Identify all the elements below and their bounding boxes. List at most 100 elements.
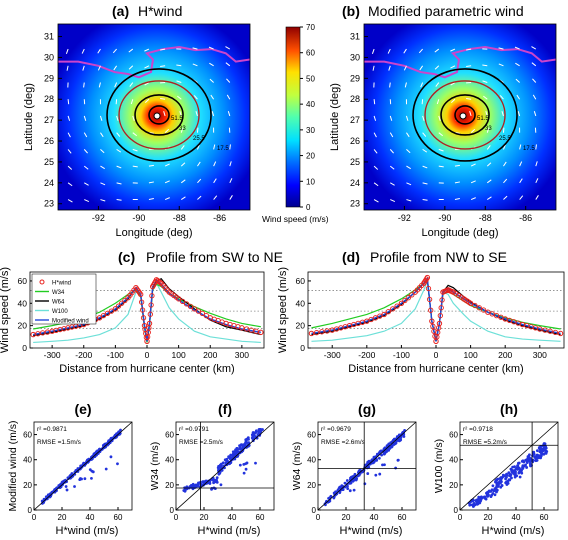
scatter-point <box>244 438 248 442</box>
scatter-point <box>381 463 384 467</box>
y-tick-label: 29 <box>350 73 360 83</box>
wind-vector <box>434 65 440 70</box>
hwind-point <box>390 306 396 312</box>
wind-vector <box>100 182 106 186</box>
scatter-point <box>399 438 403 442</box>
wind-vector <box>83 132 88 138</box>
wind-vector <box>100 165 105 170</box>
scatter-point <box>196 484 200 488</box>
hwind-point <box>30 331 36 338</box>
hwind-point <box>547 328 553 334</box>
wind-vector <box>389 149 394 154</box>
wind-vector <box>515 62 520 67</box>
wind-vector <box>83 165 89 170</box>
wind-vector <box>403 48 407 54</box>
scatter-point <box>477 495 481 499</box>
x-tick-label: -200 <box>75 350 92 360</box>
y-axis-label: W100 (m/s) <box>433 439 445 493</box>
scatter-point <box>516 461 520 465</box>
x-tick-label: 200 <box>498 350 512 360</box>
wind-vector <box>450 98 456 104</box>
hwind-point <box>61 326 67 332</box>
scatter-point <box>346 484 349 488</box>
scatter-point <box>259 428 263 431</box>
hwind-point <box>104 310 111 317</box>
y-tick-label: 23 <box>350 199 360 209</box>
wind-vector <box>388 65 391 71</box>
wind-vector <box>419 65 424 71</box>
y-tick-label: 20 <box>449 481 458 490</box>
scatter-points <box>467 442 549 508</box>
hwind-point <box>435 325 442 331</box>
wind-vector <box>438 148 444 152</box>
scatter-point <box>520 471 524 475</box>
hwind-point <box>398 300 405 306</box>
x-tick-label: 60 <box>256 513 265 522</box>
hwind-point <box>195 308 202 314</box>
y-tick-label: 40 <box>449 456 458 465</box>
hwind-point <box>498 314 504 320</box>
wind-vector <box>519 195 524 200</box>
scatter-point <box>543 447 547 451</box>
wind-vector <box>195 111 198 117</box>
contour-label: 17.5 <box>217 146 229 152</box>
x-tick-label: 0 <box>434 350 439 360</box>
colorbar-tick-label: 50 <box>306 74 315 83</box>
wind-vector <box>229 195 233 200</box>
map-frame <box>57 23 251 211</box>
scatter-point <box>524 463 527 467</box>
scatter-point <box>482 495 486 499</box>
hwind-point <box>405 295 411 301</box>
scatter-point <box>516 464 519 468</box>
scatter-point <box>242 443 246 446</box>
map-frame <box>363 23 557 211</box>
wind-vector <box>99 115 103 121</box>
colorbar-tick-label: 70 <box>306 23 315 32</box>
hwind-point <box>426 296 433 303</box>
wind-vector <box>112 48 117 54</box>
wind-vector <box>373 182 379 187</box>
scatter-point <box>529 464 533 467</box>
scatter-point <box>521 467 525 470</box>
legend-box <box>31 273 97 325</box>
wind-vector <box>97 65 101 71</box>
scatter-point <box>244 467 248 471</box>
x-axis-label: Longitude (deg) <box>421 227 498 239</box>
wind-vector <box>371 48 375 54</box>
wind-vector <box>209 62 214 67</box>
wind-vector <box>373 115 377 121</box>
wind-vector <box>373 149 378 154</box>
scatter-point <box>91 470 95 474</box>
wind-vector <box>406 165 411 170</box>
wind-vector <box>132 132 138 137</box>
scatter-point <box>232 451 236 455</box>
y-axis-label: Modified wind (m/s) <box>7 420 19 511</box>
y-tick-label: 0 <box>170 506 175 515</box>
identity-line <box>175 421 275 511</box>
scatter-point <box>109 436 113 440</box>
panel-label: (f) <box>218 401 232 417</box>
hwind-point <box>146 325 152 331</box>
contour-label: 33 <box>179 126 186 132</box>
scatter-point <box>504 481 508 485</box>
identity-line <box>33 421 133 511</box>
coastline <box>364 45 556 79</box>
wind-vector <box>97 48 101 54</box>
wind-vector <box>435 82 440 87</box>
wind-vector <box>503 161 507 167</box>
scatter-point <box>234 448 237 452</box>
scatter-point <box>367 459 371 463</box>
wind-vector <box>422 199 428 201</box>
wind-vector <box>454 181 460 184</box>
scatter-point <box>510 476 513 480</box>
wind-vector <box>100 149 105 154</box>
wind-vector <box>83 82 85 88</box>
wind-vector <box>535 144 537 150</box>
plot-frame <box>33 421 133 511</box>
panel-label-b: (b) <box>342 3 360 19</box>
wind-vector <box>531 46 537 50</box>
scatter-point <box>104 445 107 448</box>
y-tick-label: 27 <box>350 115 360 125</box>
x-tick-label: -88 <box>479 213 492 223</box>
wind-vector <box>229 144 231 150</box>
